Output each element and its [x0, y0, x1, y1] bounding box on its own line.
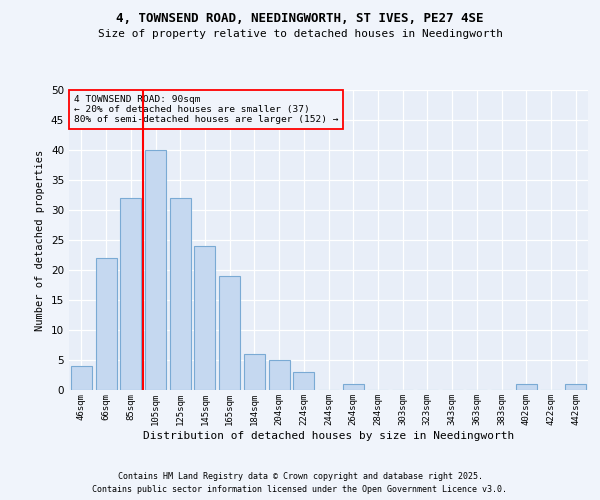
Bar — [516, 384, 537, 390]
Y-axis label: Number of detached properties: Number of detached properties — [35, 150, 46, 330]
Bar — [565, 384, 586, 390]
X-axis label: Distribution of detached houses by size in Needingworth: Distribution of detached houses by size … — [143, 430, 514, 440]
Bar — [343, 384, 364, 390]
Text: 4, TOWNSEND ROAD, NEEDINGWORTH, ST IVES, PE27 4SE: 4, TOWNSEND ROAD, NEEDINGWORTH, ST IVES,… — [116, 12, 484, 26]
Bar — [194, 246, 215, 390]
Bar — [120, 198, 141, 390]
Text: Contains public sector information licensed under the Open Government Licence v3: Contains public sector information licen… — [92, 485, 508, 494]
Bar — [170, 198, 191, 390]
Bar — [269, 360, 290, 390]
Text: 4 TOWNSEND ROAD: 90sqm
← 20% of detached houses are smaller (37)
80% of semi-det: 4 TOWNSEND ROAD: 90sqm ← 20% of detached… — [74, 94, 338, 124]
Bar — [219, 276, 240, 390]
Bar — [95, 258, 116, 390]
Text: Size of property relative to detached houses in Needingworth: Size of property relative to detached ho… — [97, 29, 503, 39]
Bar — [244, 354, 265, 390]
Text: Contains HM Land Registry data © Crown copyright and database right 2025.: Contains HM Land Registry data © Crown c… — [118, 472, 482, 481]
Bar — [293, 372, 314, 390]
Bar — [71, 366, 92, 390]
Bar — [145, 150, 166, 390]
